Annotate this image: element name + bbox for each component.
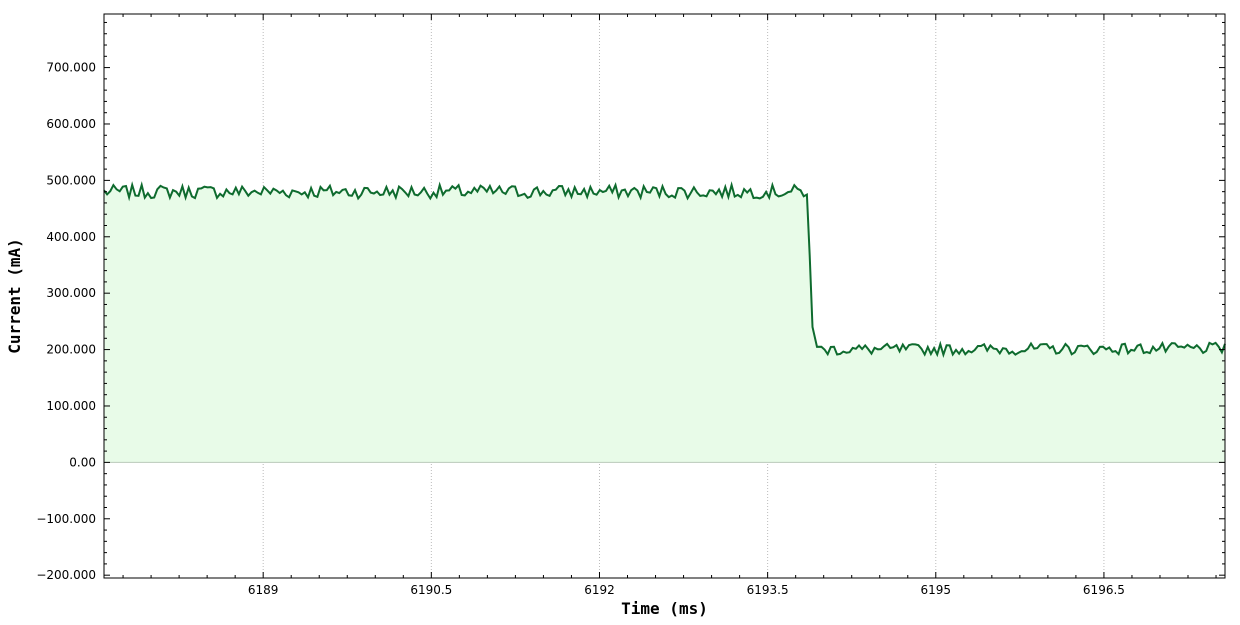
y-tick-label: −100.000 xyxy=(36,512,96,526)
x-tick-label: 6190.5 xyxy=(410,583,452,597)
y-axis: 700.000 600.000 500.000 400.000 300.000 200.0… xyxy=(36,21,1225,582)
current-series-line xyxy=(103,181,1226,359)
y-tick-label: 500.000 xyxy=(46,173,96,187)
x-axis: 6189 6190.5 6192 6193.5 6195 6196.5 xyxy=(122,14,1217,597)
x-tick-label: 6196.5 xyxy=(1083,583,1125,597)
x-tick-label: 6192 xyxy=(584,583,615,597)
x-axis-title: Time (ms) xyxy=(621,599,708,618)
x-tick-label: 6189 xyxy=(248,583,279,597)
x-tick-label: 6195 xyxy=(921,583,952,597)
y-tick-label: 200.000 xyxy=(46,343,96,357)
y-tick-label: 0.00 xyxy=(69,455,96,469)
y-axis-title: Current (mA) xyxy=(5,238,24,354)
y-tick-label: 700.000 xyxy=(46,61,96,75)
y-tick-label: 400.000 xyxy=(46,230,96,244)
plot-frame xyxy=(103,13,1226,579)
x-tick-label: 6193.5 xyxy=(747,583,789,597)
y-tick-label: 100.000 xyxy=(46,399,96,413)
current-area-fill xyxy=(104,184,1225,463)
y-tick-label: 600.000 xyxy=(46,117,96,131)
y-tick-label: 300.000 xyxy=(46,286,96,300)
y-tick-label: −200.000 xyxy=(36,568,96,582)
